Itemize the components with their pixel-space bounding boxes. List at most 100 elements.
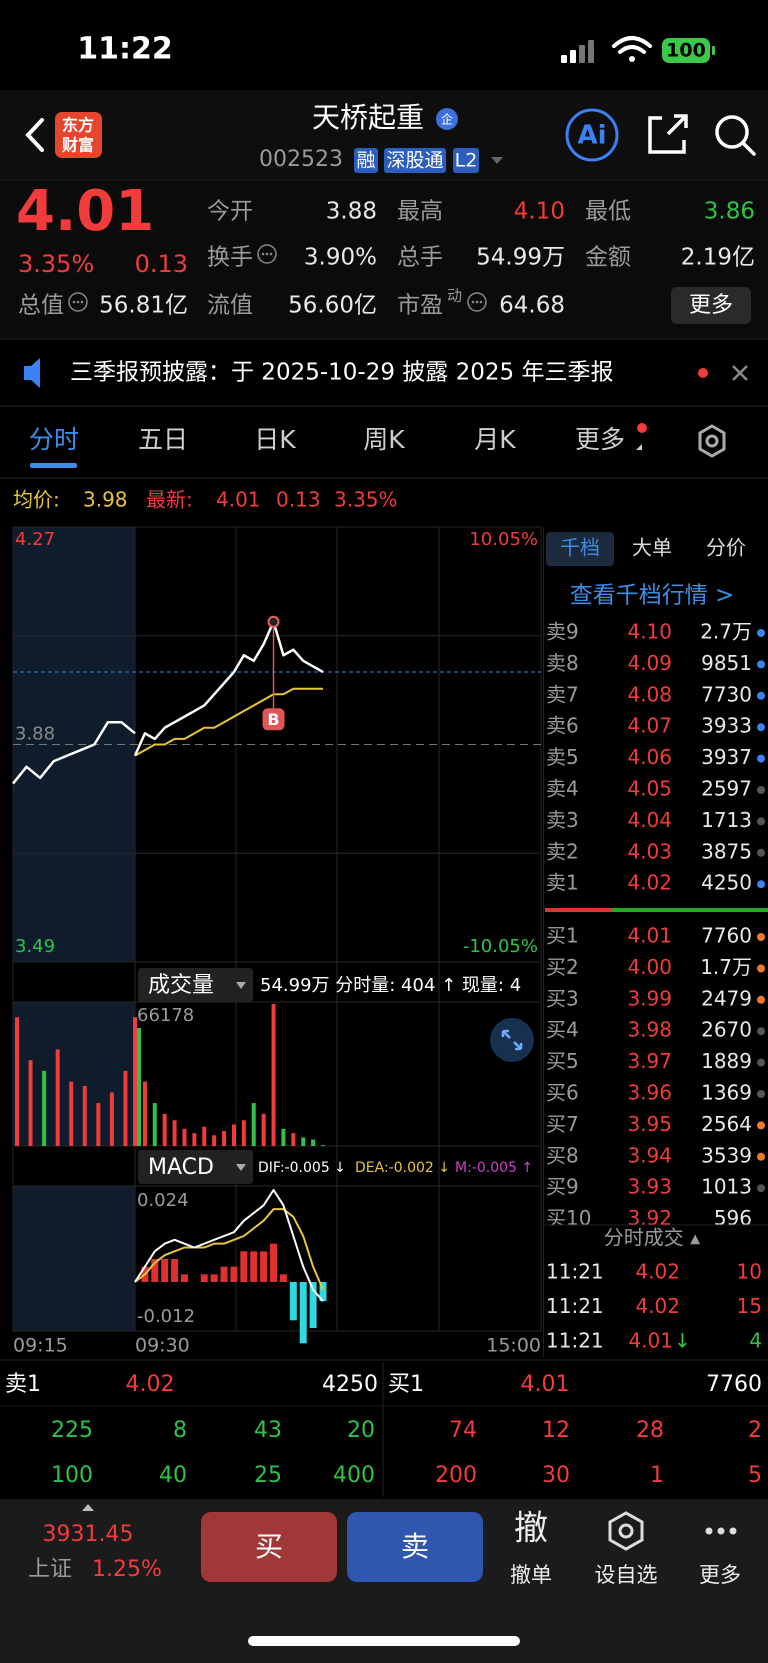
ai-label[interactable]: Ai <box>577 121 606 151</box>
last-label: 最新: <box>146 488 193 512</box>
book-price: 4.02 <box>126 1372 175 1397</box>
trade-volume: 15 <box>737 1294 762 1318</box>
indicator-name[interactable]: MACD <box>148 1155 214 1180</box>
depth-tab-active[interactable] <box>546 532 614 566</box>
level-dot <box>757 786 765 794</box>
quote-bg <box>0 181 768 339</box>
book-order: 12 <box>542 1418 570 1443</box>
notice: 三季报预披露：于 2025-10-29 披露 2025 年三季报 <box>70 360 613 386</box>
book-order: 25 <box>254 1463 282 1488</box>
info-dot <box>72 300 76 304</box>
tab[interactable]: 日K <box>254 425 296 454</box>
tab[interactable]: 五日 <box>138 425 188 454</box>
level-price: 3.96 <box>627 1081 672 1105</box>
tag-bg <box>384 148 446 173</box>
macd-bar <box>180 1274 188 1282</box>
bid-bar <box>612 908 768 912</box>
macd-bar <box>240 1251 248 1282</box>
more-label[interactable]: 更多 <box>689 293 733 318</box>
sell-label[interactable]: 卖 <box>401 1530 429 1563</box>
more-button[interactable] <box>671 287 751 324</box>
select-arrow <box>236 1164 246 1171</box>
level-price: 3.99 <box>627 986 672 1010</box>
macd-bar <box>260 1251 268 1282</box>
ai-button[interactable] <box>565 108 619 162</box>
field-value: 4.10 <box>514 199 565 225</box>
dropdown-arrow[interactable] <box>491 157 503 164</box>
watchlist-icon[interactable] <box>608 1511 644 1551</box>
book-order: 43 <box>254 1418 282 1443</box>
y-tick-label: -0.012 <box>137 1306 195 1327</box>
macd-bar <box>250 1251 258 1282</box>
x-tick-label: 09:15 <box>13 1335 68 1357</box>
tab[interactable]: 月K <box>474 425 516 454</box>
level-volume: 4250 <box>701 871 752 895</box>
trade-dir: ↓ <box>674 1329 691 1353</box>
settings-button[interactable] <box>698 424 726 458</box>
level-label: 买4 <box>546 1018 579 1042</box>
level-price: 4.05 <box>627 777 672 801</box>
tab[interactable]: 周K <box>363 425 405 454</box>
level-label: 买3 <box>546 986 579 1010</box>
depth-tab[interactable]: 千档 <box>560 536 600 560</box>
sell-button[interactable] <box>347 1512 483 1582</box>
level-dot <box>757 629 765 637</box>
battery-level: 100 <box>666 40 706 62</box>
more-icon[interactable] <box>705 1527 737 1535</box>
home-indicator <box>248 1636 520 1646</box>
level-volume: 2597 <box>701 777 752 801</box>
share-button[interactable] <box>648 114 688 154</box>
book-order: 1 <box>650 1463 664 1488</box>
level-label: 买6 <box>546 1081 579 1105</box>
badge: 企 <box>441 112 453 127</box>
change: 0.13 <box>135 250 188 278</box>
indicator-select[interactable] <box>138 968 253 1002</box>
volume-bar <box>82 1085 87 1146</box>
book-order: 20 <box>347 1418 375 1443</box>
level-price: 4.10 <box>627 620 672 644</box>
pct-label: -10.05% <box>463 936 538 957</box>
level-label: 卖3 <box>546 808 579 832</box>
macd-bar <box>151 1259 159 1282</box>
battery <box>662 38 710 63</box>
dif-line <box>134 1189 324 1302</box>
indicator-name[interactable]: 成交量 <box>148 973 214 998</box>
volume-bar <box>28 1060 33 1146</box>
buy-button[interactable] <box>201 1512 337 1582</box>
depth-tab[interactable]: 大单 <box>632 536 672 560</box>
tab-corner <box>636 444 642 450</box>
tab[interactable]: 更多 <box>575 425 625 454</box>
buy-label[interactable]: 买 <box>255 1530 283 1563</box>
trade-volume: 10 <box>737 1260 762 1284</box>
level-price: 3.97 <box>627 1049 672 1073</box>
level-dot <box>757 1090 765 1098</box>
level-dot <box>757 848 765 857</box>
depth-tab[interactable]: 分价 <box>706 536 746 560</box>
y-tick-label: 0.024 <box>137 1190 189 1211</box>
tag-bg <box>354 148 378 173</box>
level-volume: 3539 <box>701 1143 752 1167</box>
macd-bar <box>210 1274 218 1282</box>
expand-button[interactable] <box>490 1018 534 1062</box>
volume-bar <box>281 1128 286 1146</box>
depth-link[interactable]: 查看千档行情 > <box>570 583 735 609</box>
stock-code: 002523 <box>259 147 343 172</box>
action-label[interactable]: 撤单 <box>510 1563 552 1587</box>
close-button[interactable] <box>732 365 748 381</box>
search-button[interactable] <box>715 115 756 156</box>
level-label: 卖1 <box>546 871 579 895</box>
level-dot <box>757 1152 765 1161</box>
back-button[interactable] <box>25 118 44 152</box>
volume-bar <box>137 1027 141 1146</box>
level-label: 卖8 <box>546 651 579 675</box>
level-dot <box>757 817 765 826</box>
speaker-icon <box>24 358 40 388</box>
indicator-select[interactable] <box>138 1150 253 1184</box>
action-label[interactable]: 更多 <box>699 1563 741 1587</box>
tab[interactable]: 分时 <box>29 425 79 454</box>
level-volume: 2479 <box>701 986 752 1010</box>
level-price: 3.93 <box>627 1175 672 1199</box>
action-icon[interactable]: 撤 <box>514 1509 548 1549</box>
action-label[interactable]: 设自选 <box>595 1563 658 1587</box>
book-order: 8 <box>173 1418 187 1443</box>
